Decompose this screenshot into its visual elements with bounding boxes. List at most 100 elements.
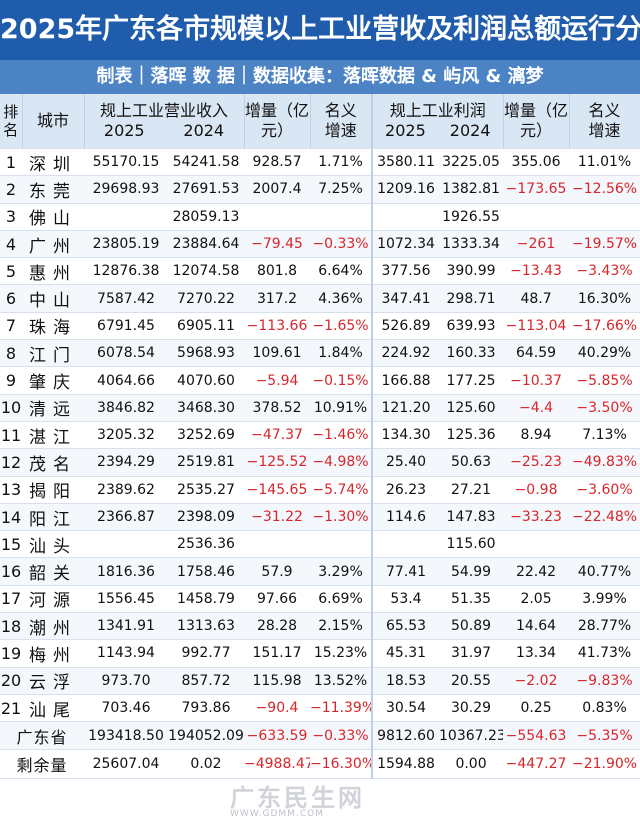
city-cell: 广州 (22, 230, 84, 259)
table-row: 17 河源 1556.45 1458.79 97.66 6.69% 53.4 51.35 2.0… (0, 585, 640, 614)
profit-increase-cell: 14.64 (503, 612, 570, 641)
revenue-2025-cell: 12876.38 (84, 257, 168, 286)
profit-2024-cell: 1382.81 (439, 175, 504, 204)
rank-cell: 14 (0, 503, 22, 532)
revenue-2025-cell: 2389.62 (84, 476, 168, 504)
city-cell: 汕尾 (22, 694, 84, 723)
revenue-growth-cell: 6.64% (310, 257, 373, 286)
rank-cell: 6 (0, 284, 22, 313)
profit-2025-cell: 114.6 (371, 503, 440, 532)
revenue-2024-cell: 3252.69 (168, 421, 245, 450)
profit-increase-cell: −173.65 (503, 175, 570, 204)
profit-increase-cell: 8.94 (503, 421, 570, 450)
page-subtitle: 制表｜落晖 数 据｜数据收集：落晖数据 & 屿风 & 漓梦 (0, 60, 640, 94)
rank-cell: 21 (0, 694, 22, 723)
table-row: 18 潮州 1341.91 1313.63 28.28 2.15% 65.53 50.89 14… (0, 612, 640, 641)
summary-row: 剩余量 25607.04 0.02 −4988.47 −16.30% 1594.88 0.0… (0, 749, 640, 780)
city-cell: 湛江 (22, 421, 84, 450)
profit-growth-cell: 41.73% (569, 639, 640, 668)
table-row: 9 肇庆 4064.66 4070.60 −5.94 −0.15% 166.88 177.25… (0, 366, 640, 395)
city-cell: 肇庆 (22, 366, 84, 395)
profit-2024-cell: 10367.23 (439, 721, 504, 751)
watermark-url: WWW.GDMM.COM (230, 809, 324, 819)
revenue-growth-cell: −1.65% (310, 312, 373, 341)
table-row: 7 珠海 6791.45 6905.11 −113.66 −1.65% 526.89 639.… (0, 312, 640, 341)
revenue-increase-cell: −47.37 (244, 421, 311, 450)
profit-2025-cell: 1594.88 (371, 749, 440, 780)
profit-2025-cell: 1209.16 (371, 175, 440, 204)
revenue-2025-cell: 703.46 (84, 694, 168, 723)
profit-growth-cell: 0.83% (569, 694, 640, 723)
profit-2025-cell: 25.40 (371, 448, 440, 477)
profit-growth-cell: −19.57% (569, 230, 640, 259)
rank-cell: 5 (0, 257, 22, 286)
profit-2024-cell: 50.63 (439, 448, 504, 477)
revenue-2025-cell: 1816.36 (84, 557, 168, 586)
revenue-2025-cell: 1143.94 (84, 639, 168, 668)
profit-2025-cell: 18.53 (371, 667, 440, 695)
header-revenue-label: 规上工业营业收入 (100, 101, 229, 120)
profit-increase-cell: 22.42 (503, 557, 570, 586)
revenue-2024-cell: 28059.13 (168, 203, 245, 231)
revenue-2025-cell: 4064.66 (84, 366, 168, 395)
profit-increase-cell: −261 (503, 230, 570, 259)
revenue-growth-cell: 10.91% (310, 394, 373, 422)
revenue-increase-cell: 928.57 (244, 148, 311, 177)
revenue-growth-cell: −0.33% (310, 230, 373, 259)
revenue-2024-cell: 12074.58 (168, 257, 245, 286)
profit-2024-cell: 639.93 (439, 312, 504, 341)
revenue-2025-cell: 6078.54 (84, 339, 168, 368)
revenue-growth-cell: −5.74% (310, 476, 373, 504)
revenue-increase-cell: 151.17 (244, 639, 311, 668)
revenue-increase-cell (244, 530, 311, 559)
revenue-increase-cell: 97.66 (244, 585, 311, 614)
profit-increase-cell: −13.43 (503, 257, 570, 286)
profit-growth-cell: 28.77% (569, 612, 640, 641)
profit-growth-cell: −17.66% (569, 312, 640, 341)
profit-increase-cell (503, 530, 570, 559)
city-cell: 深圳 (22, 148, 84, 177)
revenue-growth-cell: −0.15% (310, 366, 373, 395)
revenue-2024-cell: 2519.81 (168, 448, 245, 477)
watermark: 广东民生网 WWW.GDMM.COM (230, 778, 460, 819)
revenue-increase-cell: 28.28 (244, 612, 311, 641)
header-profit-increase: 增量（亿元） (503, 94, 570, 149)
table-row: 1 深圳 55170.15 54241.58 928.57 1.71% 3580.11 322… (0, 148, 640, 177)
header-revenue-group: 规上工业营业收入 2025 2024 (84, 94, 245, 149)
header-revenue-growth: 名义增速 (310, 94, 373, 149)
profit-growth-cell: 16.30% (569, 284, 640, 313)
revenue-increase-cell: 2007.4 (244, 175, 311, 204)
profit-2025-cell: 1072.34 (371, 230, 440, 259)
table-row: 12 茂名 2394.29 2519.81 −125.52 −4.98% 25.40 50.6… (0, 448, 640, 477)
rank-cell: 4 (0, 230, 22, 259)
rank-cell: 15 (0, 530, 22, 559)
revenue-increase-cell: −4988.47 (244, 749, 311, 780)
revenue-increase-cell: 317.2 (244, 284, 311, 313)
table-row: 19 梅州 1143.94 992.77 151.17 15.23% 45.31 31.97 1… (0, 639, 640, 668)
profit-increase-cell (503, 203, 570, 231)
revenue-increase-cell: 801.8 (244, 257, 311, 286)
revenue-2025-cell: 55170.15 (84, 148, 168, 177)
profit-increase-cell: −554.63 (503, 721, 570, 751)
rank-cell: 12 (0, 448, 22, 477)
revenue-2024-cell: 0.02 (168, 749, 245, 780)
profit-2024-cell: 51.35 (439, 585, 504, 614)
city-cell: 佛山 (22, 203, 84, 231)
table-body: 1 深圳 55170.15 54241.58 928.57 1.71% 3580.11 322… (0, 148, 640, 780)
revenue-increase-cell: 109.61 (244, 339, 311, 368)
profit-2024-cell: 115.60 (439, 530, 504, 559)
profit-growth-cell: −5.35% (569, 721, 640, 751)
revenue-growth-cell: 2.15% (310, 612, 373, 641)
city-cell: 河源 (22, 585, 84, 614)
table-row: 15 汕头 2536.36 115.60 (0, 530, 640, 559)
profit-2024-cell: 50.89 (439, 612, 504, 641)
revenue-2024-cell: 5968.93 (168, 339, 245, 368)
city-cell: 韶关 (22, 557, 84, 586)
revenue-growth-cell: −16.30% (310, 749, 373, 780)
header-profit-growth: 名义增速 (569, 94, 640, 149)
rank-cell: 7 (0, 312, 22, 341)
profit-increase-cell: 2.05 (503, 585, 570, 614)
profit-2025-cell: 30.54 (371, 694, 440, 723)
city-cell: 东莞 (22, 175, 84, 204)
